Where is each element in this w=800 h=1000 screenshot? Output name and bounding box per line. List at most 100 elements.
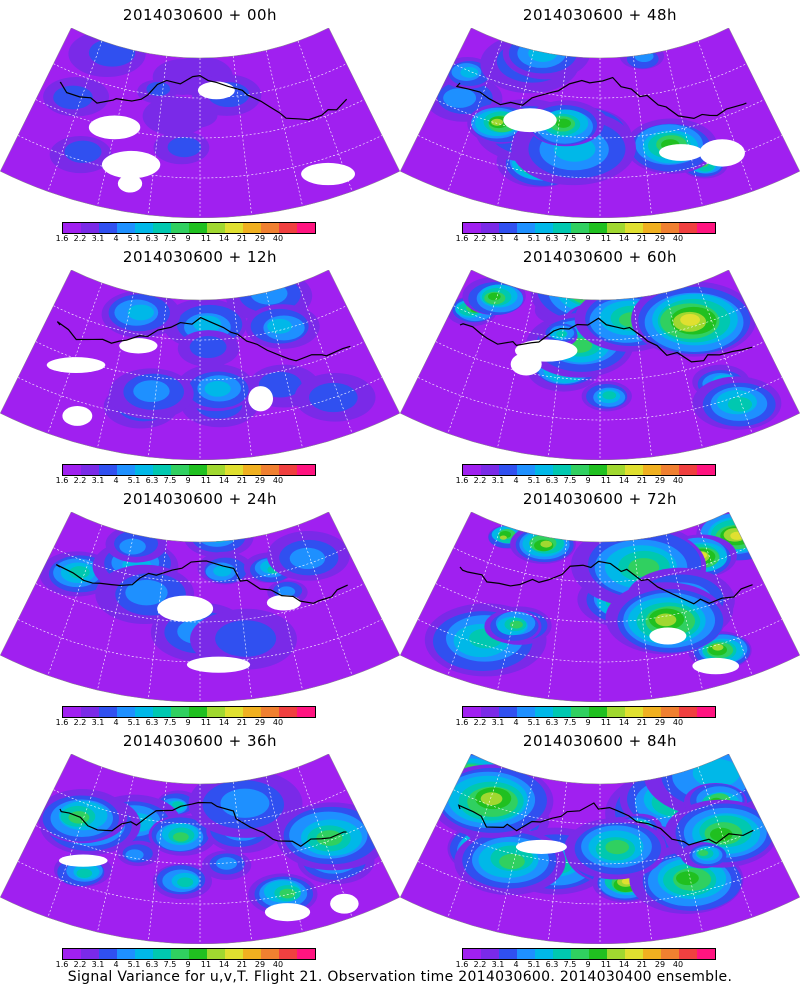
variance-contour <box>64 140 102 163</box>
colorbar-tick-label: 11 <box>200 960 212 969</box>
variance-contour <box>267 318 292 334</box>
colorbar-tick-label: 4 <box>513 476 519 485</box>
longitude-line <box>497 534 535 691</box>
colorbar-swatch <box>517 223 535 233</box>
colorbar-tick-label: 11 <box>600 718 612 727</box>
colorbar-tick-label: 3.1 <box>491 960 505 969</box>
colorbar-swatch <box>261 949 279 959</box>
variance-contour <box>578 282 604 298</box>
colorbar-swatch <box>243 949 261 959</box>
variance-contour <box>499 535 507 540</box>
longitude-line <box>697 766 753 918</box>
variance-contour <box>133 380 170 403</box>
latitude-line <box>453 63 747 99</box>
colorbar-swatch <box>535 223 553 233</box>
colorbar-tick-label: 21 <box>236 960 248 969</box>
colorbar-swatch <box>481 465 499 475</box>
colorbar-swatch <box>153 223 171 233</box>
colorbar-tick-label: 6.3 <box>145 476 159 485</box>
colorbar-swatch <box>153 949 171 959</box>
longitude-line <box>232 782 252 942</box>
map-panel: 2014030600 + 48h 1.6 2.2 3.1 4 5.1 6.3 7.5 9 11 14… <box>400 0 800 243</box>
variance-contour <box>680 313 700 326</box>
colorbar-tick-label: 11 <box>600 960 612 969</box>
longitude-line <box>665 776 703 933</box>
variance-contour <box>487 292 501 301</box>
colorbar-tick-label: 4 <box>513 718 519 727</box>
colorbar-swatch <box>63 707 81 717</box>
colorbar-tick-label: 11 <box>200 718 212 727</box>
longitude-line <box>265 534 303 691</box>
longitude-line <box>665 292 703 449</box>
latitude-line <box>417 135 783 179</box>
colorbar <box>462 464 716 476</box>
colorbar-swatch <box>135 465 153 475</box>
colorbar-tick-label: 9 <box>585 234 591 243</box>
coastline <box>59 801 347 848</box>
colorbar-tick-label: 29 <box>654 234 666 243</box>
colorbar-tick-label: 9 <box>185 234 191 243</box>
colorbar-swatch <box>225 707 243 717</box>
colorbar-tick-label: 21 <box>636 960 648 969</box>
colorbar-tick-label: 14 <box>618 960 630 969</box>
colorbar-tick-label: 5.1 <box>527 718 541 727</box>
colorbar-tick-label: 14 <box>618 476 630 485</box>
colorbar-swatch <box>81 949 99 959</box>
colorbar-swatch <box>481 707 499 717</box>
colorbar-tick-label: 9 <box>585 476 591 485</box>
missing-data-patch <box>330 893 359 914</box>
longitude-line <box>148 782 168 942</box>
variance-map <box>400 512 800 702</box>
colorbar-swatch <box>499 223 517 233</box>
missing-data-patch <box>58 854 108 867</box>
colorbar-tick-label: 7.5 <box>163 476 177 485</box>
colorbar-tick-label: 7.5 <box>563 960 577 969</box>
colorbar-tick-label: 4 <box>113 234 119 243</box>
colorbar-swatch <box>261 223 279 233</box>
colorbar-tick-label: 5.1 <box>527 234 541 243</box>
variance-contour <box>191 519 246 553</box>
colorbar-tick-label: 4 <box>113 960 119 969</box>
colorbar-tick-label: 11 <box>200 234 212 243</box>
colorbar-tick-label: 2.2 <box>473 960 487 969</box>
colorbar-tick-label: 3.1 <box>91 476 105 485</box>
colorbar-swatch <box>697 223 715 233</box>
missing-data-patch <box>649 627 687 645</box>
colorbar-tick-label: 21 <box>636 476 648 485</box>
variance-contour <box>250 282 288 305</box>
colorbar-swatch <box>463 223 481 233</box>
colorbar-tick-label: 14 <box>618 718 630 727</box>
latitude-line <box>53 305 347 341</box>
colorbar-swatch <box>661 949 679 959</box>
colorbar-swatch <box>189 465 207 475</box>
colorbar-swatch <box>481 223 499 233</box>
colorbar-tick-label: 3.1 <box>491 476 505 485</box>
colorbar-swatch <box>589 707 607 717</box>
coastline <box>457 802 754 846</box>
variance-contour <box>602 391 617 400</box>
longitude-line <box>297 40 353 192</box>
longitude-line <box>232 540 252 700</box>
longitude-line <box>97 534 135 691</box>
colorbar-tick-label: 1.6 <box>455 476 469 485</box>
longitude-line <box>665 534 703 691</box>
colorbar-tick-label: 6.3 <box>545 960 559 969</box>
variance-contour <box>499 853 525 870</box>
colorbar-swatch <box>553 949 571 959</box>
variance-contour <box>215 857 238 870</box>
colorbar-swatch <box>481 949 499 959</box>
missing-data-patch <box>119 338 158 354</box>
colorbar-swatch <box>189 707 207 717</box>
colorbar-swatch <box>571 949 589 959</box>
colorbar <box>462 222 716 234</box>
variance-contour <box>628 558 660 577</box>
colorbar <box>462 948 716 960</box>
colorbar-tick-label: 2.2 <box>73 718 87 727</box>
variance-map <box>400 754 800 944</box>
colorbar-swatch <box>589 223 607 233</box>
longitude-line <box>632 540 652 700</box>
colorbar-tick-label: 21 <box>636 718 648 727</box>
colorbar-swatch <box>297 223 315 233</box>
colorbar-swatch <box>499 949 517 959</box>
colorbar-tick-label: 3.1 <box>91 718 105 727</box>
